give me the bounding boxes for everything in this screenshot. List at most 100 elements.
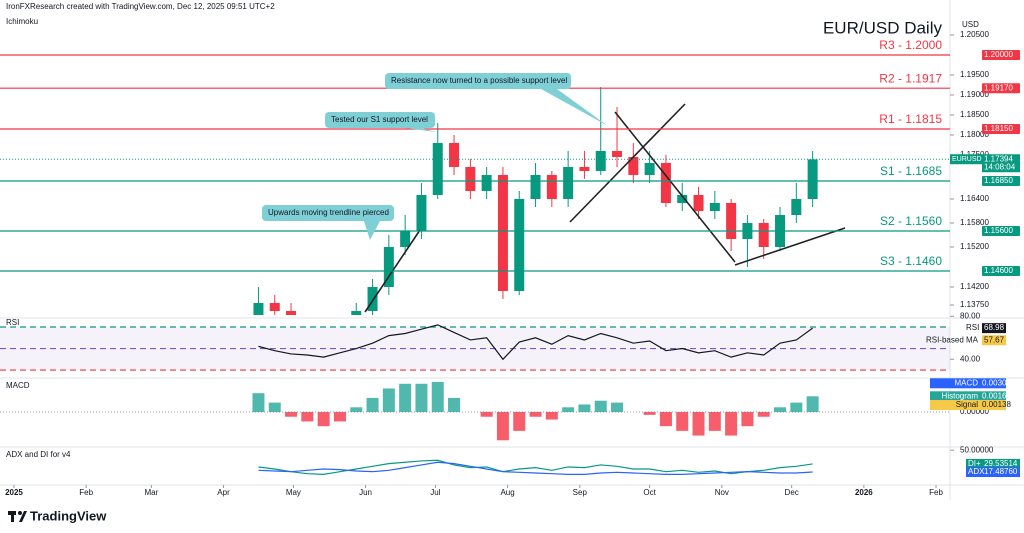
adx-name: ADX and DI for v4 [6, 450, 71, 459]
level-box [982, 83, 1020, 94]
rsi-ma-value: 57.67 [984, 335, 1005, 344]
macd-bar [448, 397, 461, 413]
x-tick-label: Apr [217, 488, 230, 497]
candle-body [563, 167, 574, 199]
x-tick-label: Mar [144, 488, 158, 497]
macd-bar [513, 412, 526, 431]
y-tick-label: 0.00000 [960, 407, 989, 416]
macd-bar [578, 404, 591, 413]
macd-value: 0.00305 [982, 378, 1011, 387]
macd-tag: MACD [954, 378, 978, 387]
y-tick-label: 80.00 [960, 311, 981, 320]
adx-box [966, 458, 1020, 469]
candle-body [726, 203, 737, 239]
macd-bar [268, 402, 281, 413]
macd-bar [725, 412, 738, 436]
y-tick-label: 40.00 [960, 354, 981, 363]
callout-box [262, 205, 394, 221]
macd-box [930, 378, 1006, 389]
x-tick-label: May [286, 488, 301, 497]
x-tick-label: Oct [643, 488, 656, 497]
x-tick-label: Jul [430, 488, 440, 497]
level-label: 1.18150 [984, 124, 1013, 133]
macd-bar [611, 402, 624, 413]
candle-body [497, 175, 508, 291]
chart-title: EUR/USD Daily [823, 18, 943, 37]
rsi-ma-box [982, 335, 1006, 346]
macd-bar [692, 412, 705, 436]
macd-bar [594, 400, 607, 413]
macd-box [930, 400, 1006, 411]
level-name: S3 - 1.1460 [880, 254, 942, 268]
macd-bar [741, 412, 754, 427]
candle-body [253, 303, 264, 315]
level-label: 1.20000 [984, 50, 1013, 59]
callout-pointer [405, 128, 436, 132]
macd-bar [480, 412, 493, 417]
level-label: 1.14600 [984, 266, 1013, 275]
candle-body [709, 203, 720, 211]
callout-box [385, 73, 571, 89]
countdown: 14:08:04 [984, 162, 1016, 171]
adx-line [258, 459, 813, 475]
candle-body [579, 167, 590, 171]
macd-bar [285, 412, 298, 417]
brand: TradingView [30, 508, 107, 523]
rsi-box [982, 323, 1006, 334]
last-label: 1.17394 [984, 154, 1013, 163]
y-tick-label: 1.19000 [960, 90, 989, 99]
rsi-value: 68.98 [984, 323, 1005, 332]
candle-body [514, 199, 525, 291]
macd-bar [643, 412, 656, 415]
macd-bar [382, 388, 395, 413]
candle-body [693, 195, 704, 211]
macd-bar [676, 412, 689, 431]
level-name: R1 - 1.1815 [879, 112, 942, 126]
candle-body [269, 303, 280, 311]
level-name: R2 - 1.1917 [879, 71, 942, 85]
macd-bar [708, 412, 721, 431]
adx-line [258, 461, 813, 475]
candle-body [644, 163, 655, 175]
macd-bar [774, 407, 787, 413]
x-tick-label: Sep [573, 488, 588, 497]
macd-bar [529, 412, 542, 417]
callout-text: Upwards moving trendline pierced [268, 208, 389, 217]
brand-logo [8, 511, 27, 522]
candle-body [383, 247, 394, 287]
candle-body [791, 199, 802, 215]
adx-tag: DI+ [968, 459, 981, 468]
macd-bar [301, 412, 314, 422]
macd-bar [806, 396, 819, 413]
candle-body [660, 163, 671, 203]
x-tick-label: Nov [715, 488, 729, 497]
candle-body [595, 151, 606, 171]
rsi-ma-name: RSI-based MA [926, 335, 979, 344]
candle-body [432, 143, 443, 195]
macd-value: 0.00167 [982, 391, 1011, 400]
x-tick-label: Jun [359, 488, 372, 497]
macd-bar [659, 412, 672, 427]
rsi-name: RSI [6, 318, 19, 327]
rsi-tag: RSI [966, 323, 979, 332]
y-tick-label: 1.16400 [960, 194, 989, 203]
y-tick-label: 1.13750 [960, 300, 989, 309]
x-tick-label: Feb [79, 488, 93, 497]
macd-box [930, 391, 1006, 402]
macd-bar [252, 393, 265, 413]
candle-body [677, 195, 688, 203]
candle-body [465, 167, 476, 191]
candle-body [758, 223, 769, 247]
macd-bar [317, 412, 330, 427]
callout-text: Tested our S1 support level [331, 115, 428, 124]
x-tick-label: Aug [500, 488, 514, 497]
macd-bar [757, 412, 770, 417]
x-tick-label: Feb [929, 488, 943, 497]
macd-bar [562, 407, 575, 413]
y-tick-label: 1.20500 [960, 30, 989, 39]
candle-body [481, 175, 492, 191]
macd-tag: Signal [956, 400, 978, 409]
macd-bar [399, 383, 412, 413]
x-tick-label: 2025 [5, 488, 23, 497]
